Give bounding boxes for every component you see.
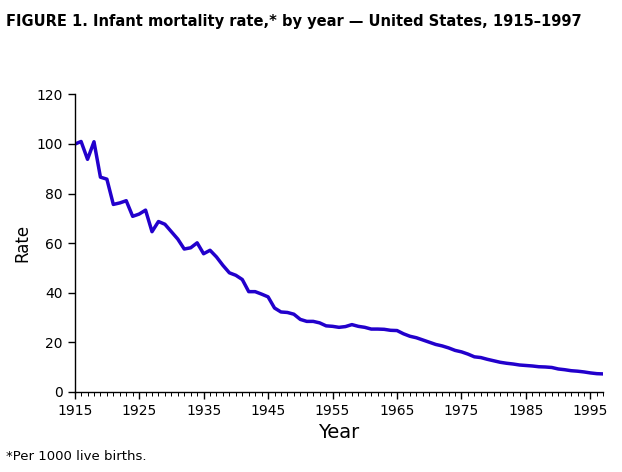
Y-axis label: Rate: Rate [13,224,31,262]
Text: FIGURE 1. Infant mortality rate,* by year — United States, 1915–1997: FIGURE 1. Infant mortality rate,* by yea… [6,14,582,29]
X-axis label: Year: Year [318,423,360,442]
Text: *Per 1000 live births.: *Per 1000 live births. [6,449,147,463]
